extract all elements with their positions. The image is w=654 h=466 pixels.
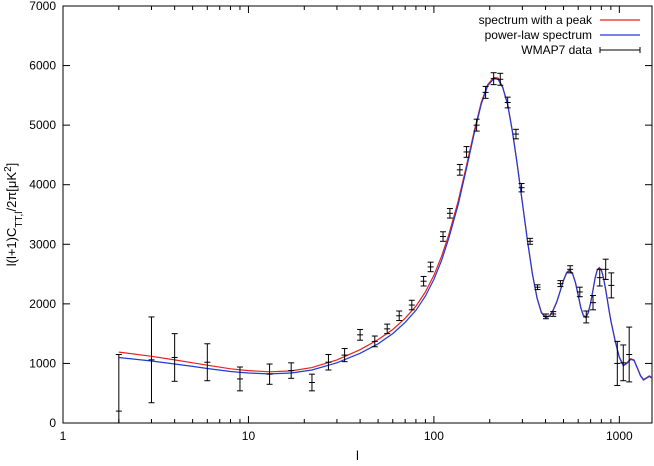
data-point: [463, 146, 470, 158]
data-point: [204, 343, 211, 382]
data-point: [396, 310, 403, 322]
series-line-power-law-spectrum: [118, 78, 652, 381]
data-point: [427, 261, 434, 273]
data-point: [308, 373, 315, 392]
data-point: [504, 96, 511, 109]
data-point: [518, 183, 525, 193]
data-point: [512, 128, 519, 140]
y-tick-label: 7000: [29, 0, 56, 13]
data-point: [482, 85, 489, 99]
data-point: [602, 258, 609, 280]
y-axis-label-end: ]: [4, 163, 19, 167]
plot-area: [115, 72, 652, 424]
y-tick-label: 5000: [29, 118, 56, 132]
y-axis-label-sup: 2: [3, 166, 14, 172]
data-point: [527, 237, 534, 245]
y-tick-label: 0: [49, 416, 56, 430]
y-axis-label-rest: /2π[μK: [4, 172, 19, 212]
y-tick-label: 1000: [29, 356, 56, 370]
data-point: [384, 323, 391, 335]
data-point: [341, 348, 348, 363]
data-point: [596, 268, 603, 287]
y-axis-label-sub: TT,l: [14, 212, 25, 228]
data-point: [440, 231, 447, 242]
y-tick-label: 4000: [29, 178, 56, 192]
data-point: [626, 326, 633, 383]
data-point: [171, 333, 178, 382]
data-point: [567, 265, 574, 274]
data-point: [446, 208, 453, 219]
y-tick-label: 6000: [29, 59, 56, 73]
x-axis-label: l: [356, 448, 359, 463]
data-point: [583, 310, 590, 324]
legend-label-spectrum-with-a-peak: spectrum with a peak: [479, 13, 593, 27]
x-tick-label: 1: [60, 429, 67, 443]
data-point: [115, 353, 122, 424]
series-errorbars-wmap7-data: [115, 72, 633, 424]
axes: 0 1000 2000 3000 4000 5000 6000 7000 1 10 100 1000: [29, 0, 653, 443]
data-point: [456, 163, 463, 176]
data-point: [589, 295, 596, 311]
data-point: [371, 335, 378, 348]
data-point: [497, 72, 504, 86]
x-tick-label: 1000: [606, 429, 633, 443]
data-point: [266, 363, 273, 385]
plot-frame: [62, 5, 653, 424]
data-point: [490, 72, 497, 86]
data-point: [148, 316, 155, 404]
data-point: [325, 353, 332, 371]
data-point: [550, 311, 557, 317]
data-point: [576, 286, 583, 298]
y-tick-label: 3000: [29, 237, 56, 251]
data-point: [473, 118, 480, 132]
x-tick-label: 100: [424, 429, 444, 443]
data-point: [542, 313, 549, 320]
data-point: [236, 366, 243, 392]
data-point: [557, 280, 564, 288]
data-point: [620, 344, 627, 382]
data-point: [408, 299, 415, 311]
legend-label-wmap7-data: WMAP7 data: [521, 43, 592, 57]
data-point: [608, 272, 615, 299]
y-axis-label-main: l(l+1)C: [4, 228, 19, 267]
data-point: [357, 328, 364, 341]
x-tick-label: 10: [242, 429, 256, 443]
data-point: [614, 340, 621, 386]
data-point: [420, 275, 427, 287]
data-point: [534, 284, 541, 291]
data-point: [288, 362, 295, 379]
series-line-spectrum-with-a-peak: [118, 76, 652, 381]
y-tick-label: 2000: [29, 297, 56, 311]
legend-label-power-law-spectrum: power-law spectrum: [485, 28, 592, 42]
y-axis-label: l(l+1)CTT,l/2π[μK2]: [3, 163, 25, 267]
